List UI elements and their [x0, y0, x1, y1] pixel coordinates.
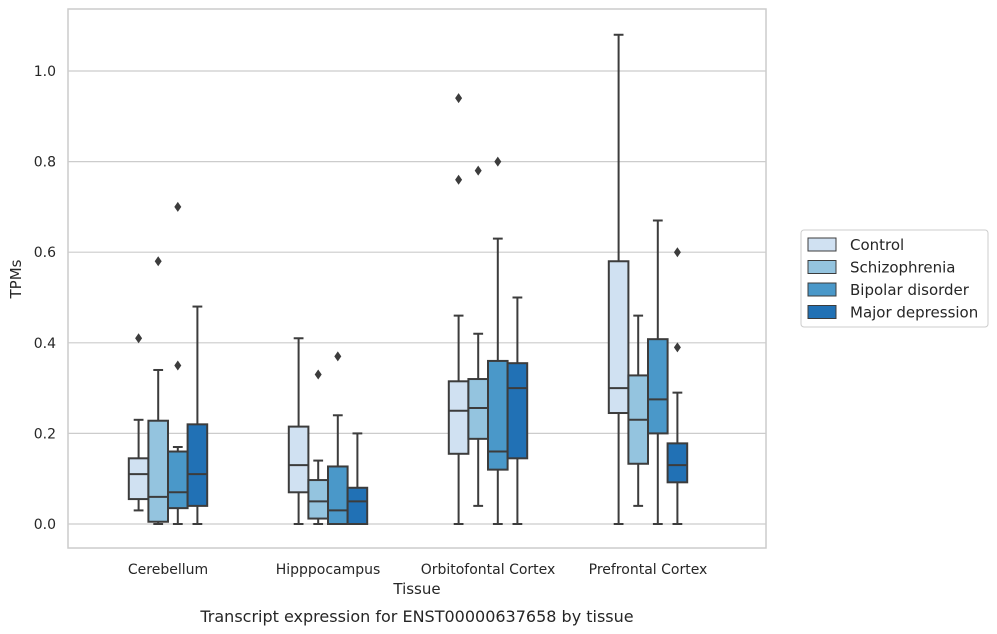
outlier-point	[494, 156, 502, 167]
legend-swatch	[807, 260, 837, 274]
x-tick-label: Cerebellum	[128, 562, 208, 578]
box-body	[346, 486, 369, 526]
legend-swatch	[807, 237, 837, 252]
legend-swatch	[807, 305, 837, 319]
outlier-point	[673, 247, 681, 258]
box-body	[666, 442, 689, 484]
box-series	[127, 33, 689, 526]
outlier-point	[673, 342, 681, 353]
box-cerebellum-bipolar-disorder	[167, 201, 189, 525]
box-orbitofontal-cortex-control	[447, 93, 470, 525]
y-tick-label: 0.4	[34, 336, 56, 352]
outlier-point	[455, 93, 463, 104]
gridlines	[68, 70, 766, 525]
box-hipppocampus-bipolar-disorder	[327, 351, 349, 525]
y-tick-label: 0.6	[34, 245, 56, 261]
legend-frame	[800, 229, 989, 328]
box-body	[327, 465, 349, 525]
box-hipppocampus-major-depression	[346, 432, 369, 526]
box-prefrontal-cortex-bipolar-disorder	[647, 219, 669, 525]
box-body	[167, 450, 189, 510]
legend-label: Schizophrenia	[850, 259, 955, 277]
box-body	[147, 419, 169, 523]
legend-label: Control	[850, 236, 904, 254]
outlier-point	[314, 369, 322, 380]
x-tick-label: Orbitofontal Cortex	[421, 562, 556, 578]
box-body	[607, 260, 630, 415]
box-orbitofontal-cortex-major-depression	[506, 296, 529, 525]
outlier-point	[135, 333, 143, 344]
outlier-point	[154, 256, 162, 267]
legend-swatch	[807, 282, 837, 297]
y-tick-label: 0.8	[34, 155, 56, 171]
box-body	[307, 479, 329, 520]
plot-frame	[67, 8, 767, 549]
x-tick-label: Hipppocampus	[276, 562, 381, 578]
box-hipppocampus-control	[287, 337, 310, 525]
y-tick-label: 0.2	[34, 426, 56, 442]
box-orbitofontal-cortex-schizophrenia	[467, 165, 489, 507]
outlier-point	[474, 165, 482, 176]
legend-label: Major depression	[850, 304, 978, 322]
chart-caption: Transcript expression for ENST0000063765…	[199, 607, 633, 626]
box-body	[447, 380, 470, 455]
outlier-point	[174, 360, 182, 371]
legend: Control Schizophrenia Bipolar disorder Majo…	[800, 229, 989, 328]
box-cerebellum-control	[127, 333, 150, 512]
box-body	[127, 457, 150, 501]
x-axis-label: Tissue	[392, 580, 440, 598]
x-tick-label: Prefrontal Cortex	[589, 562, 708, 578]
box-orbitofontal-cortex-bipolar-disorder	[487, 156, 509, 525]
box-prefrontal-cortex-major-depression	[666, 247, 689, 525]
box-cerebellum-major-depression	[186, 305, 209, 525]
outlier-point	[334, 351, 342, 362]
legend-label: Bipolar disorder	[850, 281, 970, 299]
y-tick-label: 1.0	[34, 64, 56, 80]
y-tick-labels: 0.0 0.2 0.4 0.6 0.8 1.0	[34, 64, 56, 533]
y-tick-label: 0.0	[34, 517, 56, 533]
box-body	[506, 362, 529, 460]
box-body	[287, 425, 310, 494]
x-tick-labels: Cerebellum Hipppocampus Orbitofontal Corte…	[128, 562, 707, 578]
outlier-point	[174, 201, 182, 212]
box-prefrontal-cortex-control	[607, 33, 630, 525]
box-body	[186, 423, 209, 507]
outlier-point	[455, 174, 463, 185]
box-body	[647, 338, 669, 435]
y-axis-label: TPMs	[7, 259, 25, 299]
box-body	[487, 359, 509, 471]
